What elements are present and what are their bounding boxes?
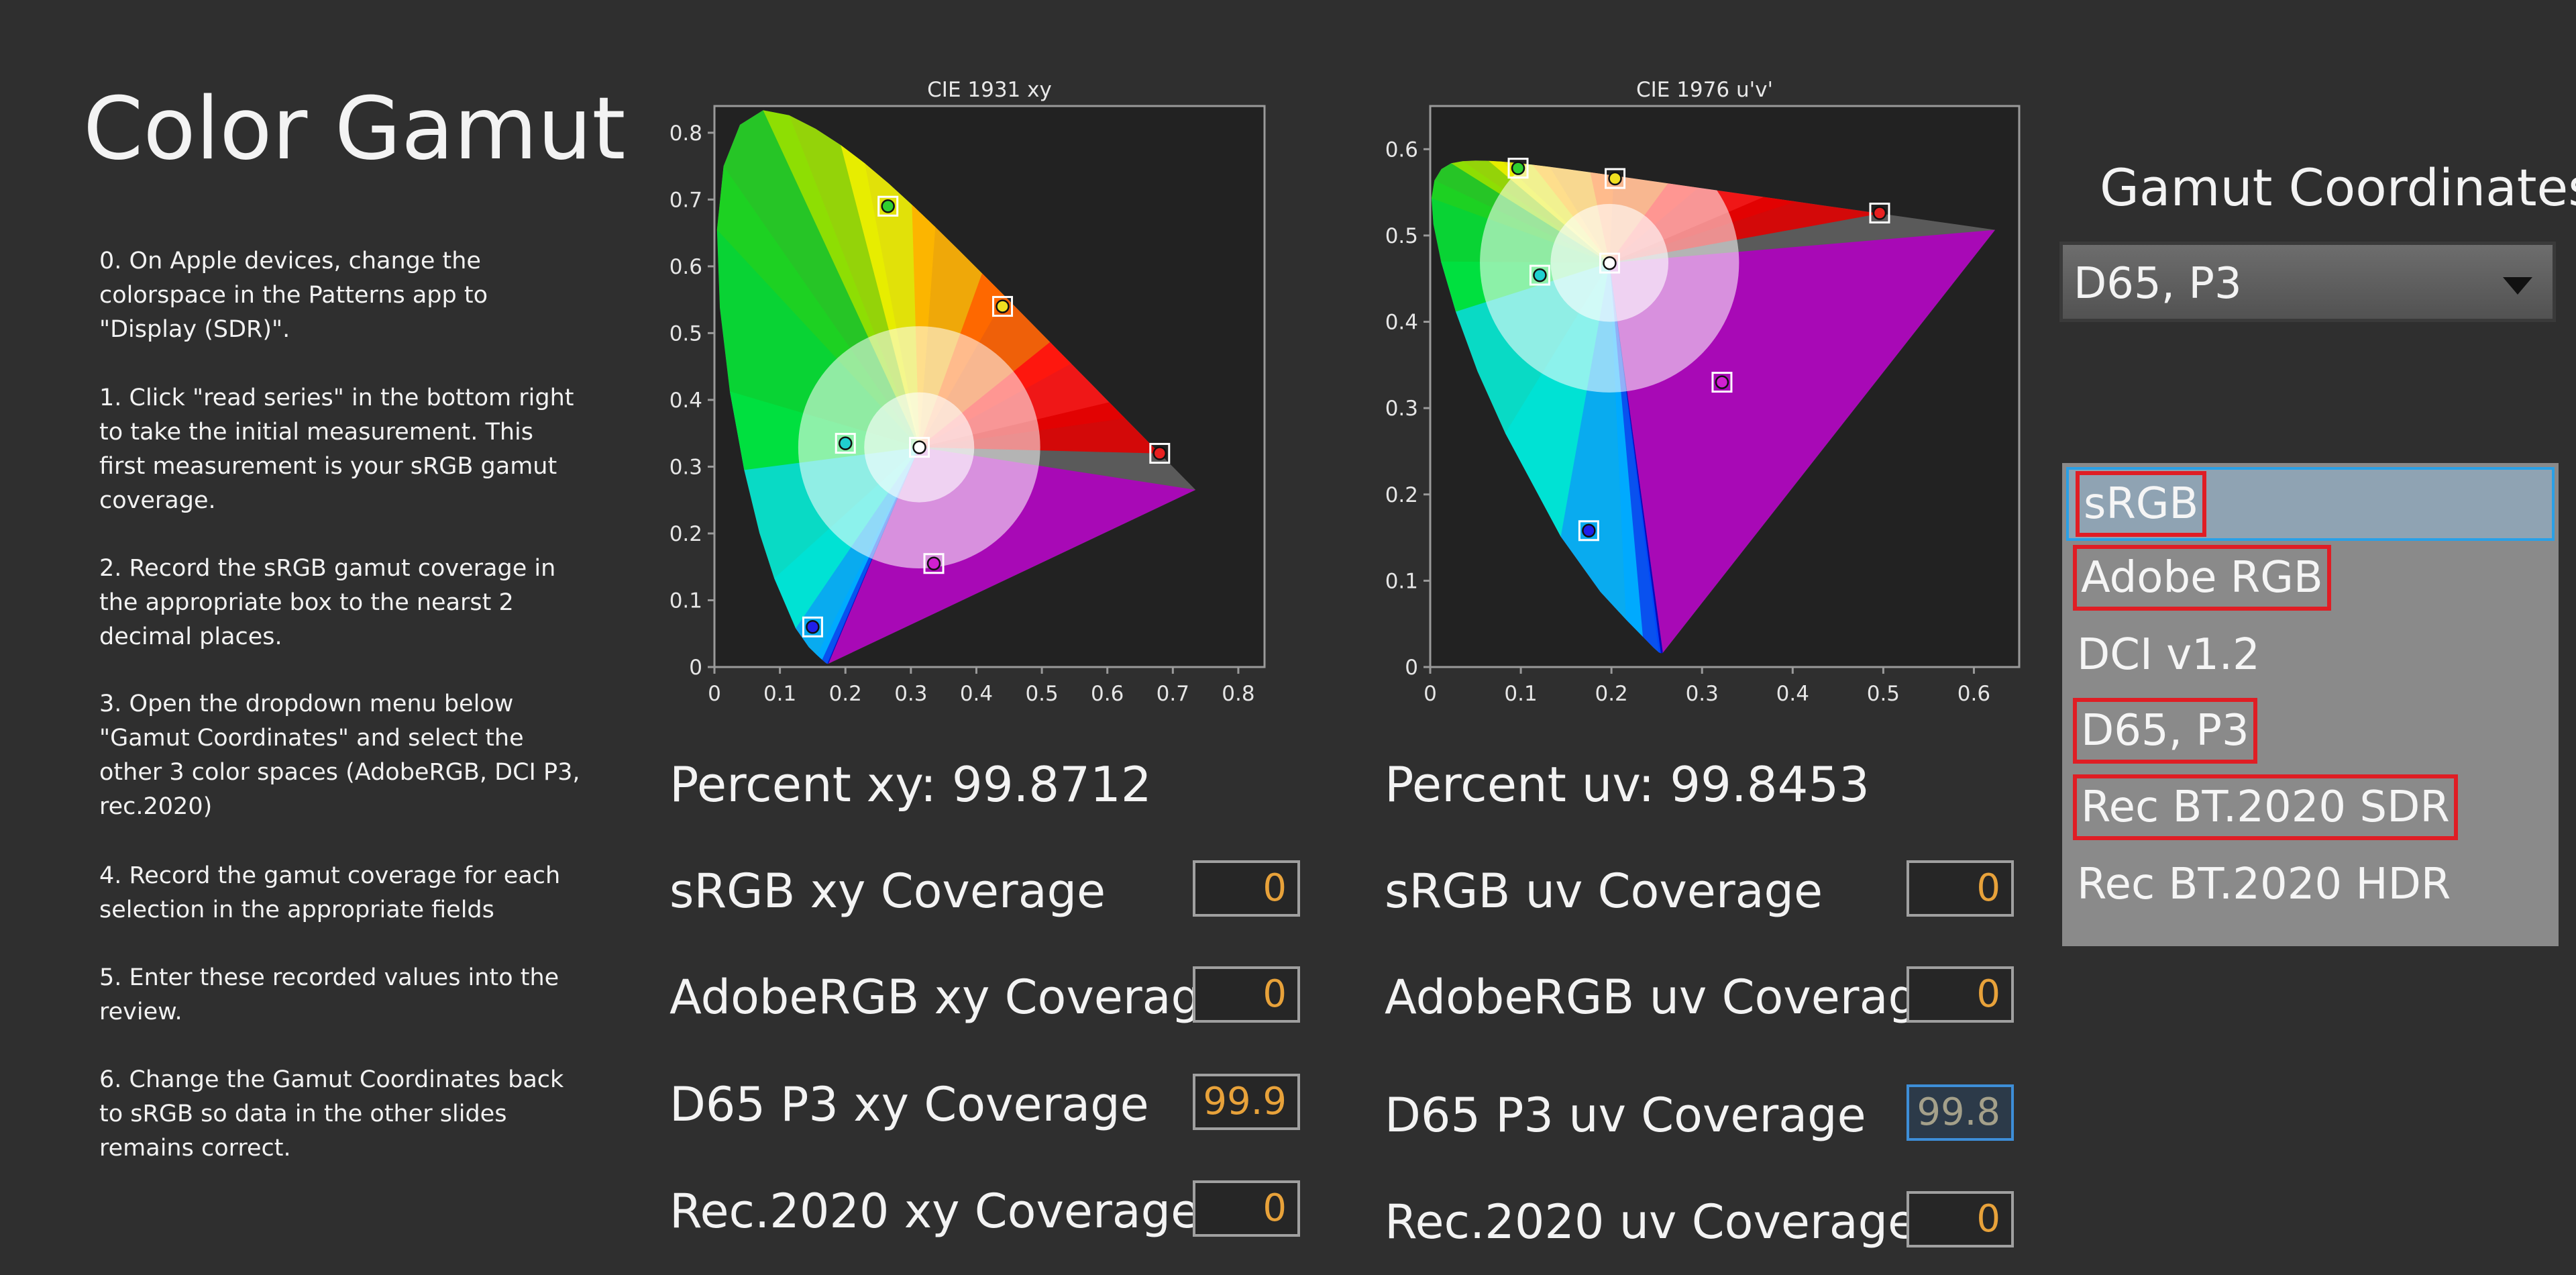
x-tick-label: 0.4 [960,682,993,706]
y-tick-label: 0.2 [669,522,702,546]
option-label: sRGB [2076,471,2207,537]
gamut-point [923,553,945,574]
gamut-point [877,195,899,217]
y-tick-label: 0.4 [1385,311,1418,335]
instruction-1: 1. Click "read series" in the bottom rig… [99,385,574,514]
x-tick-label: 0.6 [1091,682,1124,706]
y-tick-label: 0.6 [1385,138,1418,162]
srgb-xy-label: sRGB xy Coverage [669,864,1106,919]
adobergb-xy-label: AdobeRGB xy Coverage [669,970,1230,1025]
option-srgb[interactable]: sRGB [2066,467,2555,541]
instruction-3: 3. Open the dropdown menu below "Gamut C… [99,691,580,820]
cie-1931-xy-chart: CIE 1931 xy 0 0.1 0.2 0.3 0.4 0.5 0.6 0.7 0.8 0 0.… [631,67,1328,711]
rec2020-xy-field[interactable]: 0 [1193,1180,1300,1237]
gamut-point [1529,264,1550,286]
cie-1976-uv-chart: CIE 1976 u'v' 0 0.1 0.2 0.3 0.4 0.5 0.6 0 0.1 0.2… [1342,67,2039,711]
rec2020-uv-field[interactable]: 0 [1907,1191,2014,1247]
x-tick-label: 0.3 [894,682,927,706]
option-label: Rec BT.2020 SDR [2073,774,2458,840]
y-tick-label: 0 [689,656,702,680]
srgb-xy-field[interactable]: 0 [1193,860,1300,917]
p3-xy-label: D65 P3 xy Coverage [669,1077,1149,1132]
gamut-point [1605,168,1626,189]
axis-ticks: 0 0.1 0.2 0.3 0.4 0.5 0.6 0.7 0.8 0 0.1 0.2 0.3 0.4 0.… [669,121,1255,706]
gamut-points [802,195,1171,638]
x-tick-label: 0 [1424,682,1437,706]
p3-uv-field[interactable]: 99.8 [1907,1084,2014,1141]
x-tick-label: 0.8 [1222,682,1254,706]
gamut-point [1711,372,1733,393]
x-tick-label: 0 [708,682,721,706]
y-tick-label: 0.5 [669,321,702,346]
x-tick-label: 0.7 [1157,682,1189,706]
gamut-points [1507,158,1890,542]
x-tick-label: 0.5 [1867,682,1900,706]
y-tick-label: 0 [1405,656,1418,680]
x-tick-label: 0.3 [1686,682,1719,706]
x-tick-label: 0.4 [1776,682,1809,706]
srgb-uv-label: sRGB uv Coverage [1385,864,1823,919]
cie-1931-xy-svg: CIE 1931 xy 0 0.1 0.2 0.3 0.4 0.5 0.6 0.7 0.8 0 0.… [669,78,1266,706]
x-tick-label: 0.2 [829,682,862,706]
p3-uv-label: D65 P3 uv Coverage [1385,1088,1866,1143]
option-label: Rec BT.2020 HDR [2077,860,2451,909]
dropdown-selected-value: D65, P3 [2074,259,2242,309]
option-rec-bt2020-sdr[interactable]: Rec BT.2020 SDR [2066,773,2555,847]
adobergb-xy-field[interactable]: 0 [1193,966,1300,1023]
gamut-point [1149,443,1171,464]
option-d65-p3[interactable]: D65, P3 [2066,697,2555,770]
gamut-point [1599,252,1620,274]
percent-uv: Percent uv: 99.8453 [1385,756,1870,813]
gamut-point [1507,158,1529,179]
chart-title: CIE 1931 xy [927,78,1052,102]
gamut-point [1869,202,1890,223]
y-tick-label: 0.2 [1385,483,1418,507]
gamut-coordinates-dropdown[interactable]: D65, P3 [2059,242,2556,322]
y-tick-label: 0.1 [669,589,702,613]
option-adobe-rgb[interactable]: Adobe RGB [2066,544,2555,617]
y-tick-label: 0.4 [669,389,702,413]
x-tick-label: 0.5 [1025,682,1058,706]
x-tick-label: 0.1 [763,682,796,706]
x-tick-label: 0.2 [1595,682,1627,706]
instruction-0: 0. On Apple devices, change the colorspa… [99,248,488,343]
instruction-4: 4. Record the gamut coverage for each se… [99,862,561,923]
instruction-2: 2. Record the sRGB gamut coverage in the… [99,555,556,650]
p3-xy-field[interactable]: 99.9 [1193,1074,1300,1130]
gamut-options-list[interactable]: sRGB Adobe RGB DCI v1.2 D65, P3 Rec BT.2… [2062,463,2559,946]
gamut-coordinates-title: Gamut Coordinates [2100,158,2576,217]
y-tick-label: 0.8 [669,121,702,146]
instruction-5: 5. Enter these recorded values into the … [99,964,559,1025]
cie-1976-uv-svg: CIE 1976 u'v' 0 0.1 0.2 0.3 0.4 0.5 0.6 0 0.1 0.2… [1385,78,2021,706]
option-rec-bt2020-hdr[interactable]: Rec BT.2020 HDR [2066,850,2555,923]
axis-ticks: 0 0.1 0.2 0.3 0.4 0.5 0.6 0 0.1 0.2 0.3 0.4 0.5 0.6 [1385,138,1990,706]
rec2020-uv-label: Rec.2020 uv Coverage [1385,1194,1917,1250]
percent-xy: Percent xy: 99.8712 [669,756,1152,813]
y-tick-label: 0.1 [1385,569,1418,593]
y-tick-label: 0.6 [669,255,702,279]
chevron-down-icon [2503,277,2532,295]
x-tick-label: 0.1 [1504,682,1537,706]
gamut-point [835,433,856,454]
option-label: Adobe RGB [2073,545,2331,611]
page-title: Color Gamut [83,79,626,179]
y-tick-label: 0.3 [1385,397,1418,421]
chart-title: CIE 1976 u'v' [1636,78,1773,102]
rec2020-xy-label: Rec.2020 xy Coverage [669,1184,1200,1239]
y-tick-label: 0.7 [669,188,702,212]
y-tick-label: 0.3 [669,455,702,479]
option-label: DCI v1.2 [2077,630,2260,680]
gamut-point [1578,520,1599,542]
gamut-point [802,616,823,638]
y-tick-label: 0.5 [1385,224,1418,248]
gamut-point [992,296,1014,317]
srgb-uv-field[interactable]: 0 [1907,860,2014,917]
gamut-point [909,437,930,458]
option-dci-v1-2[interactable]: DCI v1.2 [2066,620,2555,694]
x-tick-label: 0.6 [1957,682,1990,706]
instruction-6: 6. Change the Gamut Coordinates back to … [99,1066,564,1162]
adobergb-uv-field[interactable]: 0 [1907,966,2014,1023]
adobergb-uv-label: AdobeRGB uv Coverage [1385,970,1947,1025]
option-label: D65, P3 [2073,698,2257,764]
